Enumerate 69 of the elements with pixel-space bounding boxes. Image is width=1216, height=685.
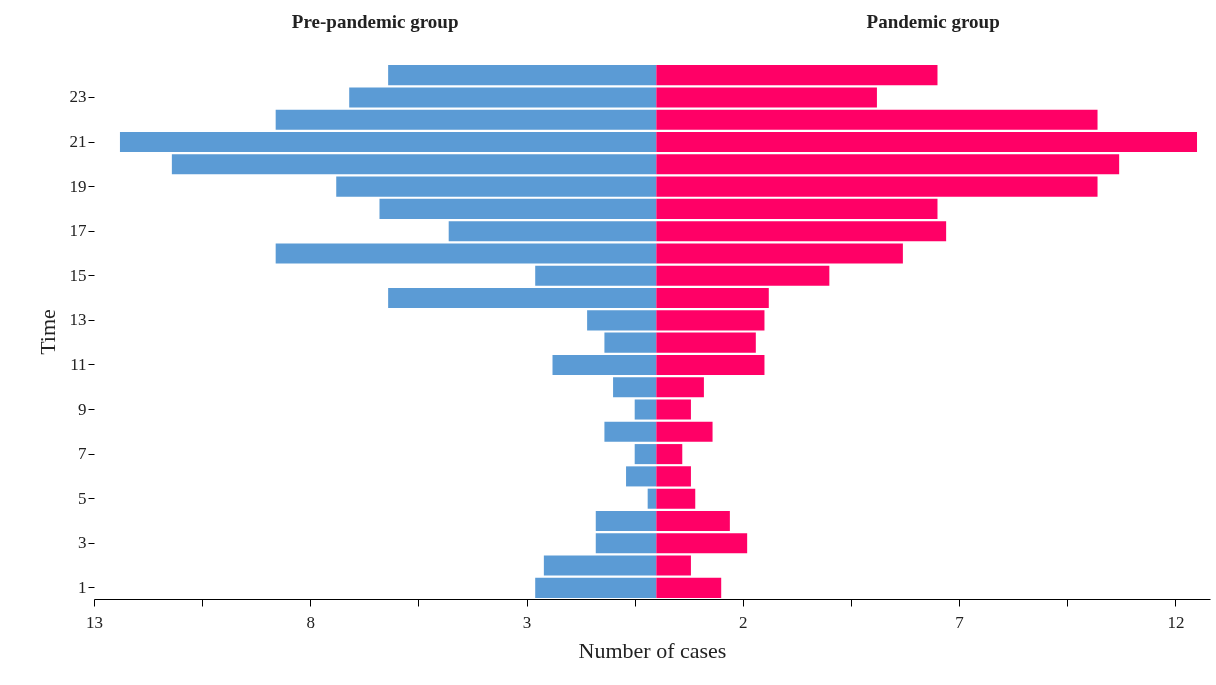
bar xyxy=(647,488,657,509)
series-label: Pre-pandemic group xyxy=(291,11,459,32)
y-tick-label: 9 xyxy=(78,399,87,419)
bar xyxy=(349,87,657,108)
bar xyxy=(656,109,1098,130)
bar xyxy=(656,176,1098,197)
bar xyxy=(656,354,765,375)
bar xyxy=(656,198,938,219)
bar xyxy=(656,332,756,353)
bar xyxy=(656,577,722,598)
bar xyxy=(656,131,1198,153)
bar xyxy=(656,288,769,309)
bar xyxy=(656,555,691,576)
y-tick-label: 13 xyxy=(69,310,87,330)
x-tick-label: 12 xyxy=(1167,612,1185,632)
bar xyxy=(275,243,657,264)
x-tick-label: 7 xyxy=(955,612,965,632)
bar xyxy=(656,87,877,108)
bar xyxy=(656,154,1120,175)
bar xyxy=(626,466,657,487)
bar xyxy=(656,488,696,509)
x-axis-title: Number of cases xyxy=(578,637,727,663)
y-tick-label: 1 xyxy=(78,577,87,597)
bar xyxy=(535,577,657,598)
bar xyxy=(656,221,947,242)
bar xyxy=(336,176,657,197)
bar xyxy=(656,533,748,554)
bar xyxy=(656,265,830,286)
y-tick-label: 3 xyxy=(78,533,87,553)
bar xyxy=(379,198,657,219)
bar xyxy=(448,221,657,242)
bar xyxy=(656,466,691,487)
y-tick-label: 15 xyxy=(69,265,87,285)
bar xyxy=(543,555,657,576)
bar xyxy=(656,399,691,420)
y-tick-label: 11 xyxy=(70,354,87,374)
x-tick-label: 2 xyxy=(739,612,748,632)
bar xyxy=(171,154,657,175)
x-tick-label: 8 xyxy=(306,612,316,632)
bar xyxy=(275,109,657,130)
bar xyxy=(535,265,657,286)
bar xyxy=(656,243,903,264)
bar xyxy=(595,533,657,554)
bar xyxy=(634,444,657,465)
y-axis-title: Time xyxy=(34,309,60,355)
y-tick-label: 21 xyxy=(69,132,87,152)
bar xyxy=(388,65,657,86)
bar xyxy=(656,377,704,398)
y-tick-label: 23 xyxy=(69,87,87,107)
bar xyxy=(634,399,657,420)
bar xyxy=(613,377,657,398)
series-label: Pandemic group xyxy=(866,11,1000,32)
bar xyxy=(656,421,713,442)
bar xyxy=(656,65,938,86)
y-tick-label: 5 xyxy=(78,488,87,508)
bar xyxy=(604,421,657,442)
x-tick-label: 3 xyxy=(522,612,532,632)
y-tick-label: 19 xyxy=(69,176,87,196)
bar xyxy=(587,310,657,331)
bar xyxy=(656,444,683,465)
bar xyxy=(388,288,657,309)
bar xyxy=(119,131,657,153)
bar xyxy=(552,354,657,375)
bar xyxy=(656,510,730,532)
y-tick-label: 17 xyxy=(69,221,87,241)
bar xyxy=(595,510,657,532)
bar xyxy=(604,332,657,353)
y-tick-label: 7 xyxy=(78,444,87,464)
bar xyxy=(656,310,765,331)
